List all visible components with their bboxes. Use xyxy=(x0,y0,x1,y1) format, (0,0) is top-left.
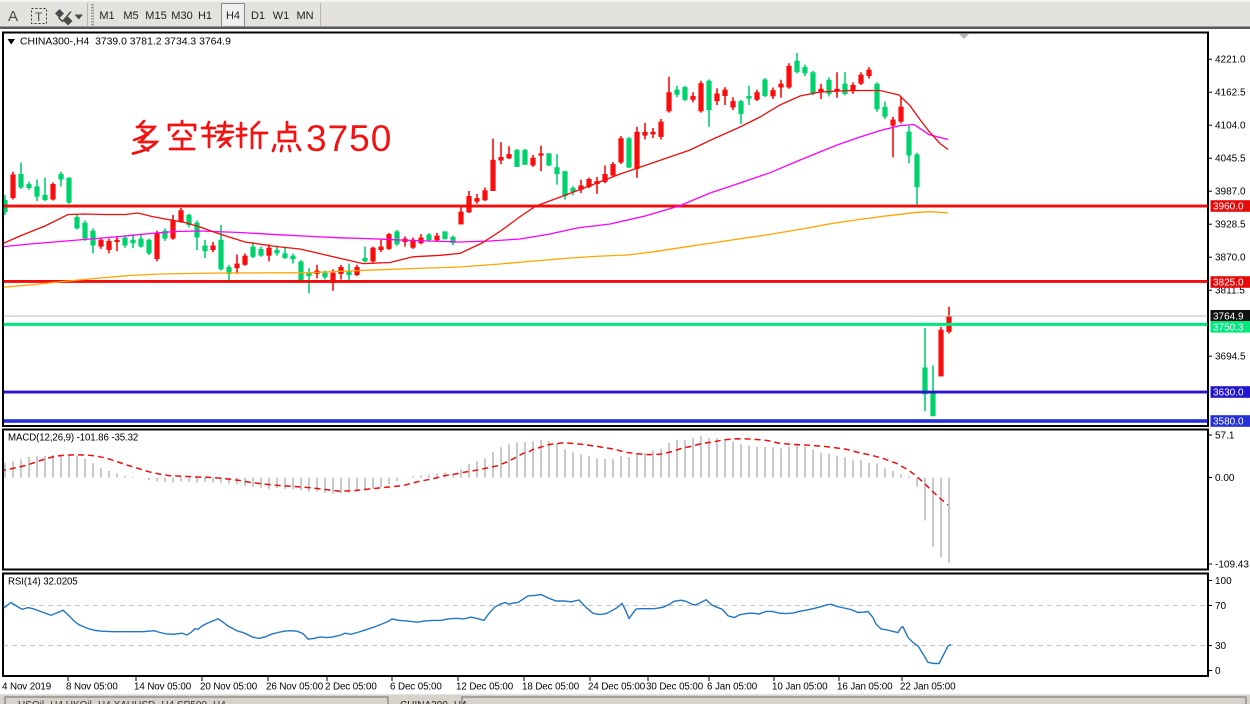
svg-text:3960.0: 3960.0 xyxy=(1213,202,1244,213)
svg-text:-109.43: -109.43 xyxy=(1215,560,1249,571)
svg-text:2 Dec 05:00: 2 Dec 05:00 xyxy=(325,682,377,693)
svg-text:0.00: 0.00 xyxy=(1215,473,1235,484)
svg-text:CHINA300-,H4: CHINA300-,H4 xyxy=(400,700,467,704)
svg-text:D1: D1 xyxy=(251,10,265,22)
svg-text:CHINA300-,H4 3739.0 3781.2 37: CHINA300-,H4 3739.0 3781.2 3734.3 3764.9 xyxy=(20,37,231,48)
svg-text:26 Nov 05:00: 26 Nov 05:00 xyxy=(266,682,324,693)
svg-text:USOil-,H4 UKOil-,H4: USOil-,H4 UKOil-,H4 XAUUSD-,H4 SP500-,H4 xyxy=(18,700,226,704)
svg-text:3630.0: 3630.0 xyxy=(1213,388,1244,399)
svg-text:30: 30 xyxy=(1215,641,1227,652)
svg-text:70: 70 xyxy=(1215,601,1227,612)
svg-text:3580.0: 3580.0 xyxy=(1213,417,1244,428)
svg-text:MN: MN xyxy=(296,10,313,22)
svg-text:6 Jan 05:00: 6 Jan 05:00 xyxy=(707,682,758,693)
svg-text:18 Dec 05:00: 18 Dec 05:00 xyxy=(522,682,580,693)
svg-text:20 Nov 05:00: 20 Nov 05:00 xyxy=(200,682,258,693)
svg-text:MACD(12,26,9) -101.86 -35.32: MACD(12,26,9) -101.86 -35.32 xyxy=(8,433,138,444)
svg-text:22 Jan 05:00: 22 Jan 05:00 xyxy=(900,682,956,693)
svg-text:M30: M30 xyxy=(171,10,192,22)
svg-text:3825.0: 3825.0 xyxy=(1213,278,1244,289)
svg-text:3750: 3750 xyxy=(306,118,392,159)
svg-text:A: A xyxy=(8,8,18,25)
svg-text:24 Dec 05:00: 24 Dec 05:00 xyxy=(588,682,646,693)
svg-text:4104.0: 4104.0 xyxy=(1215,121,1246,132)
svg-text:57.1: 57.1 xyxy=(1215,431,1235,442)
svg-text:30 Dec 05:00: 30 Dec 05:00 xyxy=(646,682,704,693)
svg-text:0: 0 xyxy=(1215,666,1221,677)
svg-text:3764.9: 3764.9 xyxy=(1213,311,1244,322)
svg-text:H4: H4 xyxy=(226,10,240,22)
svg-text:M1: M1 xyxy=(99,10,114,22)
svg-text:3811.5: 3811.5 xyxy=(1215,286,1245,297)
svg-text:M5: M5 xyxy=(123,10,138,22)
svg-text:3694.5: 3694.5 xyxy=(1215,352,1246,363)
svg-text:4045.5: 4045.5 xyxy=(1215,154,1246,165)
svg-text:M15: M15 xyxy=(145,10,166,22)
svg-text:8 Nov 05:00: 8 Nov 05:00 xyxy=(66,682,118,693)
svg-text:3928.5: 3928.5 xyxy=(1215,220,1246,231)
svg-text:100: 100 xyxy=(1215,576,1232,587)
svg-text:4221.0: 4221.0 xyxy=(1215,55,1246,66)
svg-text:4162.5: 4162.5 xyxy=(1215,88,1246,99)
svg-text:14 Nov 05:00: 14 Nov 05:00 xyxy=(134,682,192,693)
svg-text:RSI(14) 32.0205: RSI(14) 32.0205 xyxy=(8,577,78,588)
svg-text:10 Jan 05:00: 10 Jan 05:00 xyxy=(772,682,828,693)
svg-text:T: T xyxy=(35,10,43,24)
svg-text:12 Dec 05:00: 12 Dec 05:00 xyxy=(456,682,514,693)
svg-text:3870.0: 3870.0 xyxy=(1215,253,1246,264)
svg-text:3750.3: 3750.3 xyxy=(1213,322,1244,333)
svg-text:6 Dec 05:00: 6 Dec 05:00 xyxy=(390,682,442,693)
svg-text:16 Jan 05:00: 16 Jan 05:00 xyxy=(837,682,893,693)
svg-text:3987.0: 3987.0 xyxy=(1215,187,1246,198)
svg-text:H1: H1 xyxy=(198,10,212,22)
svg-text:4 Nov 2019: 4 Nov 2019 xyxy=(2,682,51,693)
svg-text:W1: W1 xyxy=(273,10,290,22)
